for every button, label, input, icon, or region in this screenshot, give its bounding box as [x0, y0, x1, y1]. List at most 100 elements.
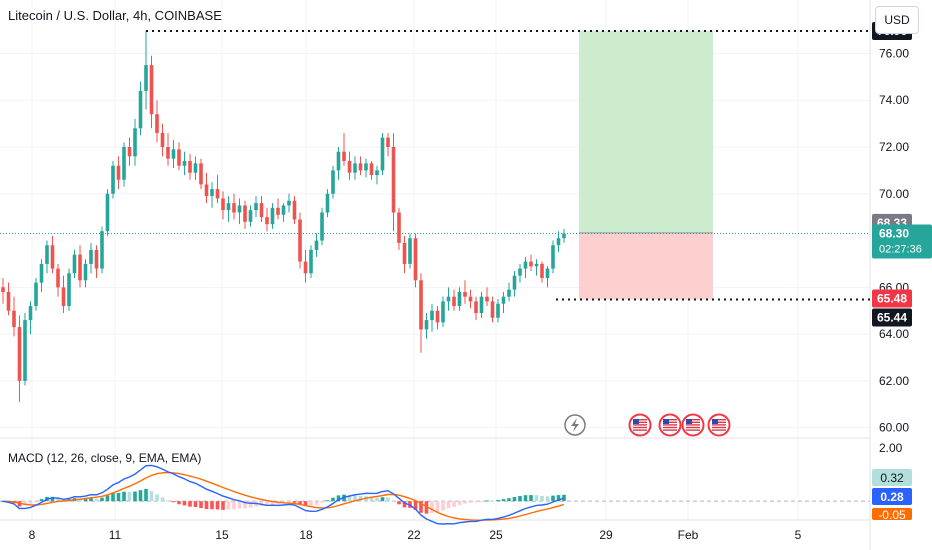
stop-low-badge-text: 65.44 [877, 310, 907, 324]
us-flag-icon-stripe [633, 419, 647, 421]
current-price-badge-bg [872, 224, 932, 259]
candle-body [226, 203, 231, 211]
candle-body [562, 233, 566, 239]
macd-histogram-bar [419, 501, 423, 513]
long-position-tool[interactable] [579, 31, 713, 300]
us-flag-icon-stripe [663, 421, 677, 423]
candle-body [490, 301, 495, 318]
us-flag-icon[interactable] [707, 413, 731, 437]
stop-badge-text: 65.48 [877, 291, 907, 305]
candle-body [292, 200, 297, 220]
us-flag-icon-stripe [686, 424, 700, 426]
candle-body [67, 273, 71, 307]
event-markers[interactable] [564, 413, 731, 437]
candle-body [320, 212, 324, 241]
stop-low-badge: 65.44 [872, 308, 912, 327]
us-flag-icon-canton [712, 419, 718, 424]
candle-body [281, 205, 286, 215]
macd-histogram-bar [100, 497, 104, 502]
macd-histogram-bar [292, 501, 297, 503]
macd-histogram-bar [160, 497, 165, 502]
macd-histogram-bar [56, 497, 60, 502]
candle-body [430, 310, 434, 321]
us-flag-icon-stripe [663, 424, 677, 426]
candle-body [424, 320, 429, 330]
chart-title: Litecoin / U.S. Dollar, 4h, COINBASE [8, 8, 222, 23]
candle-body [298, 219, 302, 262]
macd-line [2, 464, 565, 525]
macd-histogram-bar [562, 494, 566, 502]
us-flag-icon[interactable] [628, 413, 652, 437]
loss-zone[interactable] [579, 232, 713, 300]
us-flag-icon[interactable] [658, 413, 682, 437]
time-tick-label: 25 [489, 528, 503, 542]
candle-body [116, 165, 121, 180]
time-tick-label: 11 [109, 528, 122, 542]
candle-body [215, 189, 220, 199]
price-tick-label: 64.00 [879, 327, 909, 341]
us-flag-icon-stripe [686, 421, 700, 423]
macd-histogram-bar [94, 498, 99, 502]
candle-body [369, 163, 374, 176]
macd-histogram-bar [265, 501, 269, 506]
price-tick-label: 62.00 [879, 374, 909, 388]
candle-body [518, 268, 522, 276]
macd-histogram-bar [369, 497, 374, 502]
lightning-icon[interactable] [564, 414, 586, 436]
time-tick-label: 18 [299, 528, 313, 542]
macd-histogram-bar [441, 501, 445, 511]
macd-histogram-bar [512, 497, 517, 502]
candle-body [452, 296, 456, 307]
candle-body [45, 245, 49, 264]
macd-histogram-bar [204, 501, 209, 510]
macd-histogram-bar [347, 494, 352, 502]
us-flag-icon-stripe [633, 424, 647, 426]
macd-histogram-badge: 0.32 [872, 469, 912, 486]
macd-histogram-bar [402, 501, 407, 508]
currency-selector[interactable]: USD [875, 6, 919, 34]
macd-histogram-bar [518, 495, 522, 502]
macd-histogram-bar [485, 500, 489, 502]
candle-body [160, 132, 165, 147]
macd-histogram-bar [237, 501, 242, 509]
candle-body [254, 203, 258, 211]
macd-histogram-bar [452, 501, 456, 507]
macd-line-value: 0.28 [880, 490, 904, 504]
profit-zone[interactable] [579, 31, 713, 233]
macd-histogram-bar [523, 495, 528, 502]
candle-body [479, 296, 484, 314]
candle-body [435, 310, 440, 323]
candle-body [402, 242, 407, 264]
candle-body [199, 163, 203, 185]
macd-histogram-bar [314, 501, 319, 505]
time-axis[interactable]: 8 11 15 18 22 25 29 Feb 5 [29, 528, 802, 542]
candle-body [265, 217, 269, 225]
macd-histogram-bar [270, 501, 275, 505]
candle-body [248, 210, 253, 222]
macd-histogram-bar [193, 501, 198, 507]
us-flag-icon-canton [663, 419, 669, 424]
us-flag-icon-stripe [633, 429, 647, 431]
price-axis[interactable]: 76.0074.0072.0070.0066.0064.0062.0060.00… [879, 46, 909, 455]
macd-histogram-bar [529, 495, 533, 502]
candle-body [89, 249, 93, 264]
macd-histogram-bar [474, 501, 478, 503]
macd-histogram-value: 0.32 [880, 471, 904, 485]
candle-body [171, 149, 176, 159]
macd-histogram-bar [446, 501, 451, 509]
candle-body [166, 147, 170, 159]
macd-histogram-bar [430, 501, 434, 514]
macd-histogram-bar [127, 492, 132, 502]
us-flag-icon[interactable] [681, 413, 705, 437]
candle-body [545, 268, 550, 278]
candle-body [122, 147, 126, 180]
time-tick-label: 15 [215, 528, 229, 542]
candle-body [551, 245, 555, 269]
candle-body [133, 128, 137, 157]
candle-body [364, 163, 368, 171]
macd-histogram-badge-bg [872, 469, 912, 486]
macd-histogram-bar [210, 501, 214, 510]
macd-histogram-bar [353, 495, 357, 502]
candle-body [540, 263, 544, 278]
